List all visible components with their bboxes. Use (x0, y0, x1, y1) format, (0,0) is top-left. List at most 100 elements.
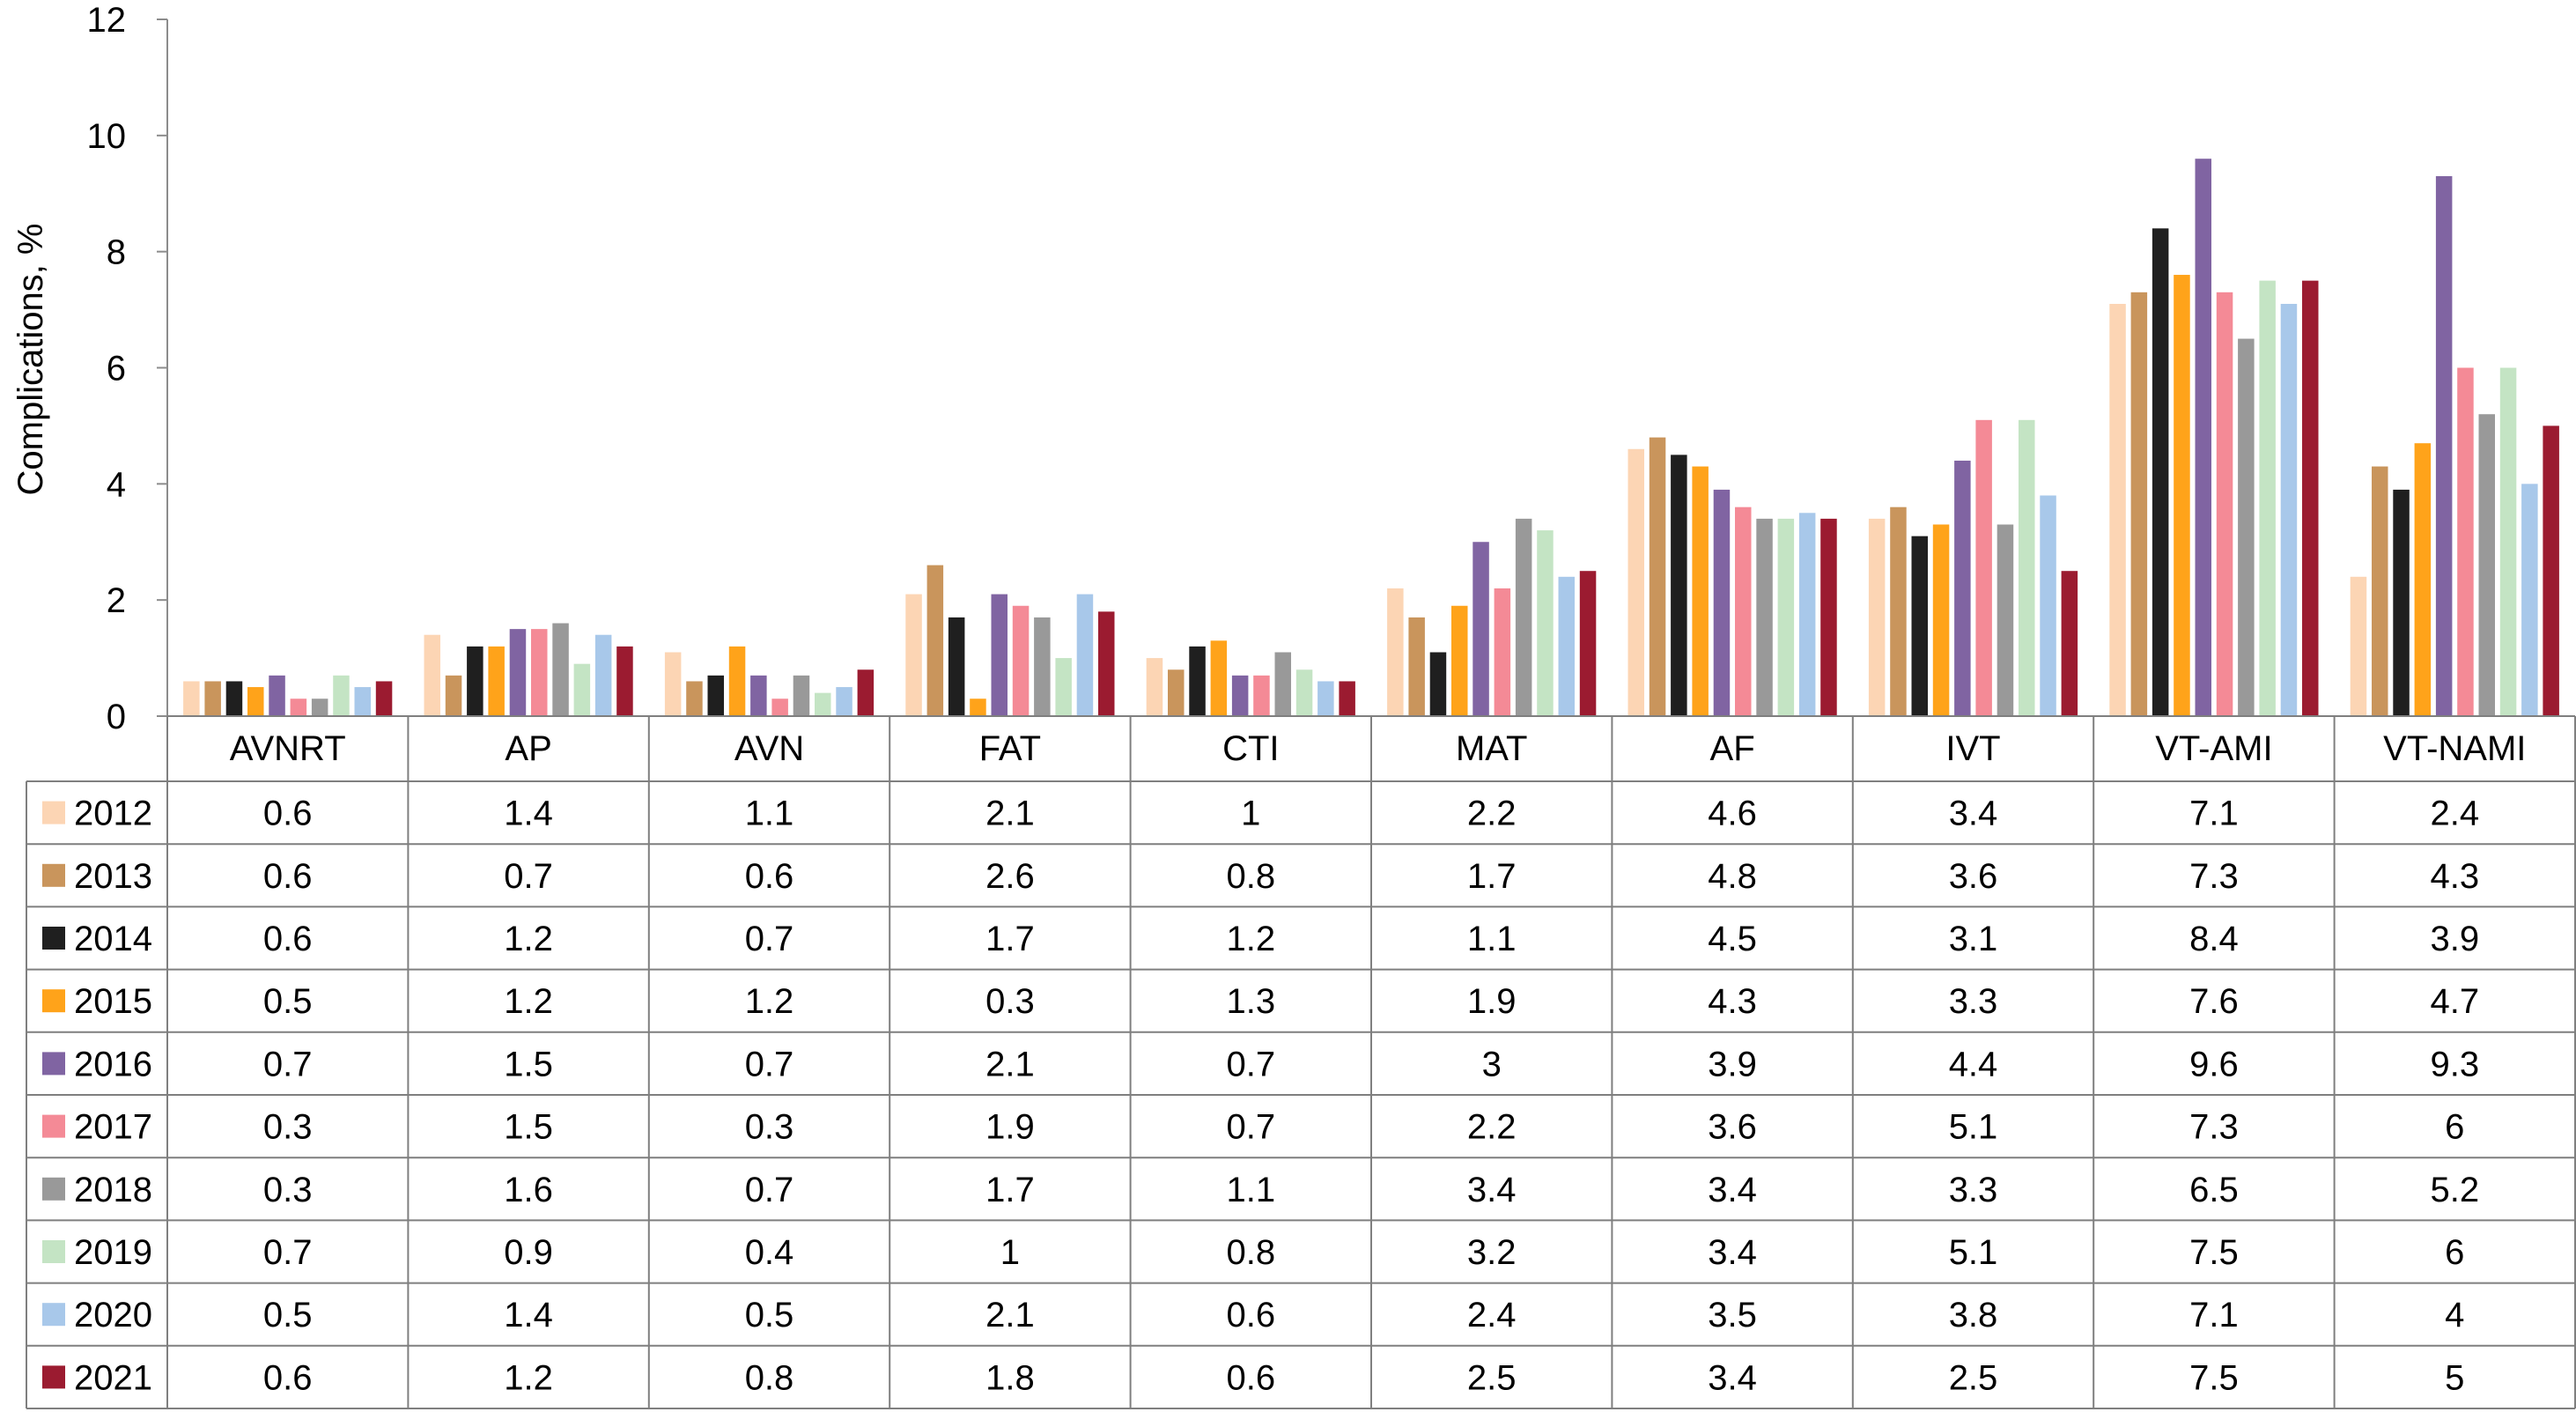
bar-cti-2021 (1339, 681, 1355, 716)
bar-vt-ami-2019 (2259, 280, 2276, 716)
table-cell: 0.5 (745, 1296, 794, 1334)
table-cell: 0.3 (263, 1108, 313, 1147)
table-cell: 0.3 (985, 982, 1035, 1021)
bar-mat-2015 (1451, 605, 1468, 716)
table-cell: 0.6 (1226, 1358, 1275, 1397)
legend-key-2013 (42, 863, 65, 887)
bar-vt-ami-2014 (2152, 228, 2169, 716)
bar-mat-2012 (1387, 588, 1404, 716)
table-cell: 7.5 (2189, 1233, 2239, 1272)
table-cell: 0.7 (504, 857, 553, 896)
table-cell: 3.2 (1467, 1233, 1517, 1272)
bar-mat-2021 (1579, 571, 1597, 716)
bar-ap-2012 (424, 634, 440, 716)
category-label: AP (505, 729, 551, 768)
table-cell: 0.9 (504, 1233, 553, 1272)
table-cell: 0.4 (745, 1233, 794, 1272)
table-cell: 0.6 (263, 920, 313, 958)
table-cell: 4.5 (1708, 920, 1757, 958)
table-cell: 7.6 (2189, 982, 2239, 1021)
legend-key-2012 (42, 801, 65, 824)
table-cell: 0.7 (745, 920, 794, 958)
table-cell: 2.1 (985, 1296, 1035, 1334)
table-cell: 3.3 (1949, 1171, 1998, 1209)
series-label: 2020 (74, 1296, 152, 1334)
bar-avn-2016 (750, 675, 767, 716)
table-cell: 2.4 (1467, 1296, 1517, 1334)
table-cell: 0.6 (1226, 1296, 1275, 1334)
table-cell: 4.3 (1708, 982, 1757, 1021)
table-cell: 3.6 (1708, 1108, 1757, 1147)
table-cell: 7.1 (2189, 795, 2239, 833)
bar-cti-2018 (1274, 652, 1291, 716)
bar-ap-2017 (531, 629, 548, 716)
table-cell: 1.6 (504, 1171, 553, 1209)
table-cell: 1.3 (1226, 982, 1275, 1021)
bar-avnrt-2014 (225, 681, 243, 716)
table-cell: 0.7 (1226, 1108, 1275, 1147)
legend-key-2014 (42, 927, 65, 950)
bar-avn-2018 (793, 675, 810, 716)
table-cell: 7.3 (2189, 1108, 2239, 1147)
y-tick-label: 12 (87, 1, 127, 40)
y-tick-label: 2 (107, 581, 126, 620)
table-cell: 7.3 (2189, 857, 2239, 896)
bar-avnrt-2018 (311, 699, 328, 716)
table-cell: 0.8 (745, 1358, 794, 1397)
table-cell: 5.1 (1949, 1108, 1998, 1147)
table-cell: 3.4 (1708, 1358, 1757, 1397)
y-tick-label: 10 (87, 117, 127, 156)
table-cell: 3.1 (1949, 920, 1998, 958)
series-label: 2015 (74, 982, 152, 1021)
table-cell: 1.2 (745, 982, 794, 1021)
table-cell: 1.1 (1226, 1171, 1275, 1209)
table-cell: 1.9 (1467, 982, 1517, 1021)
table-cell: 5 (2445, 1358, 2464, 1397)
bar-avnrt-2016 (269, 675, 285, 716)
table-cell: 8.4 (2189, 920, 2239, 958)
bar-cti-2016 (1231, 675, 1249, 716)
bar-avn-2013 (686, 681, 703, 716)
bar-mat-2014 (1429, 652, 1447, 716)
table-cell: 0.7 (745, 1045, 794, 1083)
table-cell: 3.9 (2430, 920, 2479, 958)
bar-avn-2017 (771, 699, 788, 716)
series-label: 2012 (74, 795, 152, 833)
bar-vt-nami-2015 (2414, 443, 2432, 716)
table-cell: 0.7 (263, 1045, 313, 1083)
bar-ivt-2017 (1975, 419, 1992, 716)
bar-af-2015 (1692, 466, 1709, 716)
table-cell: 2.2 (1467, 795, 1517, 833)
series-label: 2016 (74, 1045, 152, 1083)
bar-af-2020 (1798, 513, 1816, 716)
table-cell: 7.1 (2189, 1296, 2239, 1334)
bar-avnrt-2013 (204, 681, 221, 716)
bar-af-2019 (1777, 518, 1795, 716)
bar-vt-ami-2021 (2302, 280, 2319, 716)
bar-fat-2018 (1034, 617, 1051, 716)
bar-avnrt-2020 (354, 687, 371, 716)
bar-avnrt-2012 (183, 681, 200, 716)
table-cell: 6.5 (2189, 1171, 2239, 1209)
category-label: AVNRT (230, 729, 346, 768)
bar-vt-ami-2015 (2174, 275, 2190, 716)
table-cell: 4.3 (2430, 857, 2479, 896)
table-cell: 4.8 (1708, 857, 1757, 896)
table-cell: 2.1 (985, 1045, 1035, 1083)
bar-cti-2013 (1168, 669, 1185, 716)
table-cell: 1.7 (985, 1171, 1035, 1209)
bar-ap-2018 (552, 623, 569, 716)
table-cell: 1.8 (985, 1358, 1035, 1397)
category-label: VT-NAMI (2383, 729, 2526, 768)
bar-avnrt-2015 (247, 687, 264, 716)
legend-key-2016 (42, 1052, 65, 1076)
legend-key-2019 (42, 1240, 65, 1263)
table-cell: 0.8 (1226, 857, 1275, 896)
table-cell: 1.2 (504, 982, 553, 1021)
bar-fat-2016 (991, 594, 1008, 716)
bar-vt-nami-2019 (2499, 367, 2517, 716)
table-cell: 1.4 (504, 795, 553, 833)
table-cell: 1.4 (504, 1296, 553, 1334)
table-cell: 3 (1482, 1045, 1502, 1083)
bar-ivt-2019 (2019, 419, 2035, 716)
